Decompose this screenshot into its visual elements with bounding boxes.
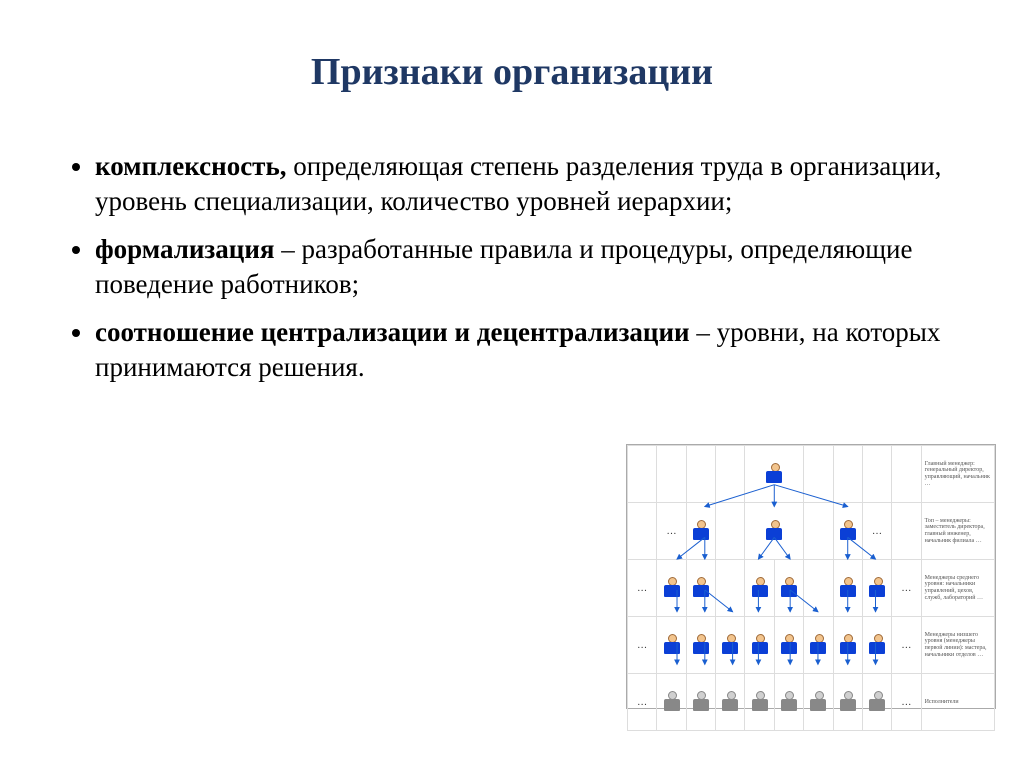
row-label: Менеджеры низшего уровня (менеджеры перв… bbox=[921, 617, 994, 674]
person-icon bbox=[838, 519, 858, 541]
person-icon bbox=[662, 576, 682, 598]
person-icon bbox=[691, 690, 711, 712]
row-label: Главный менеджер: генеральный директор, … bbox=[921, 446, 994, 503]
term: комплексность, bbox=[95, 151, 286, 181]
list-item: формализация – разработанные правила и п… bbox=[95, 232, 969, 301]
person-icon bbox=[779, 633, 799, 655]
ellipsis: … bbox=[667, 526, 677, 537]
ellipsis: … bbox=[901, 697, 911, 708]
person-icon bbox=[750, 690, 770, 712]
ellipsis: … bbox=[637, 697, 647, 708]
page-title: Признаки организации bbox=[55, 50, 969, 94]
org-row-1: Главный менеджер: генеральный директор, … bbox=[628, 446, 995, 503]
person-icon bbox=[838, 690, 858, 712]
person-icon bbox=[867, 576, 887, 598]
person-icon bbox=[808, 690, 828, 712]
ellipsis: … bbox=[872, 526, 882, 537]
person-icon bbox=[779, 690, 799, 712]
person-icon bbox=[764, 519, 784, 541]
term: формализация bbox=[95, 234, 275, 264]
person-icon bbox=[838, 633, 858, 655]
org-chart-grid: Главный менеджер: генеральный директор, … bbox=[627, 445, 995, 731]
person-icon bbox=[691, 519, 711, 541]
org-chart: Главный менеджер: генеральный директор, … bbox=[626, 444, 996, 709]
person-icon bbox=[867, 690, 887, 712]
org-row-2: … … Топ – менеджеры: заместитель директо… bbox=[628, 503, 995, 560]
person-icon bbox=[838, 576, 858, 598]
person-icon bbox=[691, 633, 711, 655]
person-icon bbox=[691, 576, 711, 598]
person-icon bbox=[662, 690, 682, 712]
ellipsis: … bbox=[637, 640, 647, 651]
org-row-5: … … Исполнители bbox=[628, 674, 995, 731]
person-icon bbox=[750, 633, 770, 655]
person-icon bbox=[720, 690, 740, 712]
list-item: комплексность, определяющая степень разд… bbox=[95, 149, 969, 218]
bullet-list: комплексность, определяющая степень разд… bbox=[55, 149, 969, 384]
org-row-4: … … Менеджеры низшего уровня (менеджеры … bbox=[628, 617, 995, 674]
person-icon bbox=[779, 576, 799, 598]
person-icon bbox=[720, 633, 740, 655]
row-label: Исполнители bbox=[921, 674, 994, 731]
person-icon bbox=[808, 633, 828, 655]
person-icon bbox=[764, 462, 784, 484]
person-icon bbox=[750, 576, 770, 598]
term: соотношение централизации и децентрализа… bbox=[95, 317, 690, 347]
list-item: соотношение централизации и децентрализа… bbox=[95, 315, 969, 384]
ellipsis: … bbox=[901, 640, 911, 651]
ellipsis: … bbox=[901, 583, 911, 594]
person-icon bbox=[867, 633, 887, 655]
row-label: Топ – менеджеры: заместитель директора, … bbox=[921, 503, 994, 560]
ellipsis: … bbox=[637, 583, 647, 594]
person-icon bbox=[662, 633, 682, 655]
org-row-3: … … Менеджеры среднего уровня: начальник… bbox=[628, 560, 995, 617]
row-label: Менеджеры среднего уровня: начальники уп… bbox=[921, 560, 994, 617]
